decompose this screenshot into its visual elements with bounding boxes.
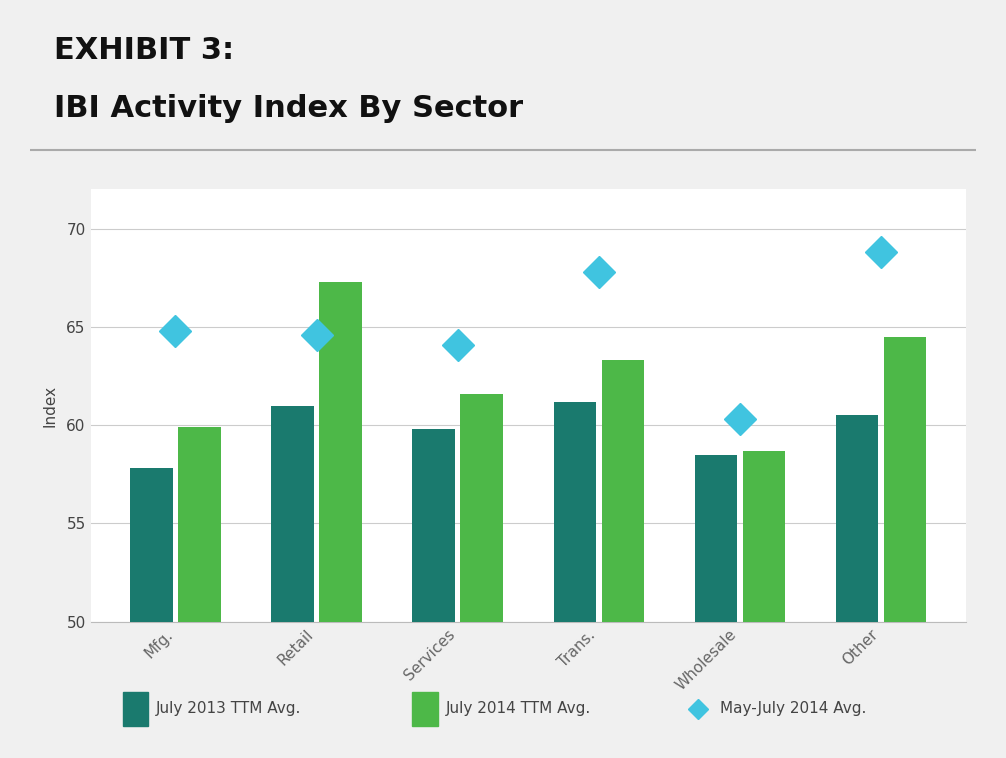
Bar: [694, 455, 737, 622]
Bar: [123, 691, 148, 726]
Bar: [602, 360, 644, 622]
Bar: [553, 402, 596, 622]
Bar: [178, 427, 220, 622]
Bar: [742, 451, 785, 622]
Text: July 2014 TTM Avg.: July 2014 TTM Avg.: [446, 701, 592, 716]
Bar: [836, 415, 878, 622]
Text: EXHIBIT 3:: EXHIBIT 3:: [53, 36, 234, 65]
Bar: [412, 691, 438, 726]
Y-axis label: Index: Index: [43, 384, 58, 427]
Text: May-July 2014 Avg.: May-July 2014 Avg.: [720, 701, 867, 716]
Bar: [131, 468, 173, 622]
Bar: [883, 337, 926, 622]
Bar: [319, 282, 362, 622]
Text: IBI Activity Index By Sector: IBI Activity Index By Sector: [53, 94, 523, 123]
Bar: [461, 393, 503, 622]
Bar: [412, 429, 455, 622]
Text: July 2013 TTM Avg.: July 2013 TTM Avg.: [156, 701, 302, 716]
Bar: [272, 406, 314, 622]
